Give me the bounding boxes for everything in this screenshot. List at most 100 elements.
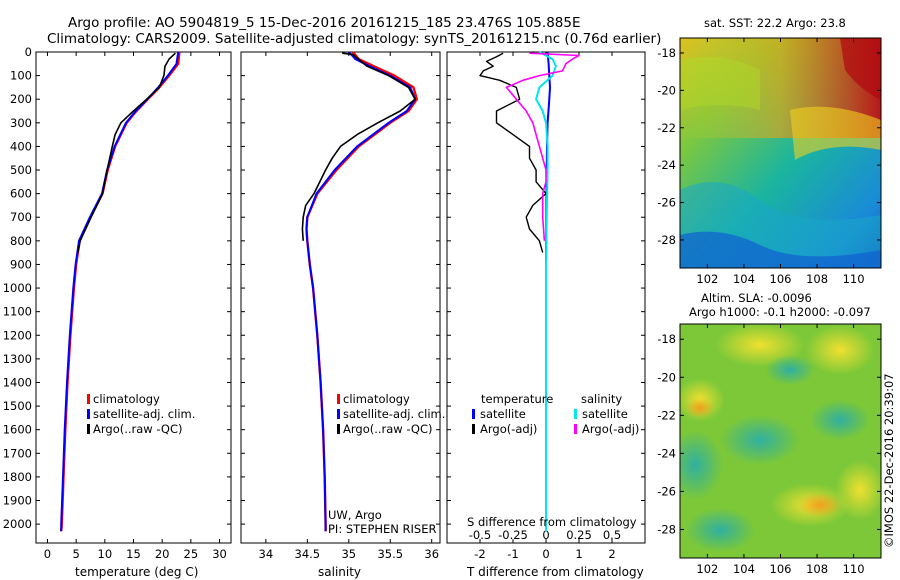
sla-map-title-2: Argo h1000: -0.1 h2000: -0.097 xyxy=(689,305,871,319)
temperature-plot-frame xyxy=(35,51,232,544)
difference-top-label: S difference from climatology xyxy=(467,515,637,529)
legend-marker-t-satellite xyxy=(472,409,475,419)
salinity-x-label: salinity xyxy=(318,565,361,579)
difference-legend: temperature salinity satellite Argo(-adj… xyxy=(472,392,639,436)
temperature-x-axis: 0 5 10 15 20 25 30 xyxy=(44,52,227,561)
map-y-tick-label: -22 xyxy=(657,121,676,135)
salinity-panel: 34 34.5 35 35.5 36 salinity climatology sate… xyxy=(240,51,445,579)
temperature-x-label: temperature (deg C) xyxy=(75,565,198,579)
y-tick-label: 1600 xyxy=(3,423,32,437)
x-tick-label: -2 xyxy=(474,547,485,561)
legend-label-argo: Argo(..raw -QC) xyxy=(93,422,183,436)
map-y-tick-label: -20 xyxy=(657,83,676,97)
y-tick-label: 2000 xyxy=(3,517,32,531)
sst-heatmap xyxy=(680,38,881,268)
y-tick-label: 600 xyxy=(10,187,32,201)
map-x-tick-label: 104 xyxy=(733,562,755,576)
series-line-t-argo-adj- xyxy=(479,52,547,253)
map-y-tick-label: -24 xyxy=(657,158,676,172)
y-tick-label: 1100 xyxy=(3,305,32,319)
sla-map-title-1: Altim. SLA: -0.0096 xyxy=(701,291,812,305)
series-line-satellite-adj-clim- xyxy=(305,51,417,532)
series-line-argo-raw-qc- xyxy=(77,52,176,253)
y-tick-label: 200 xyxy=(10,92,32,106)
salinity-legend: climatology satellite-adj. clim. Argo(..… xyxy=(337,392,445,436)
salinity-x-axis: 34 34.5 35 35.5 36 xyxy=(259,52,439,561)
y-tick-label: 300 xyxy=(10,116,32,130)
difference-series xyxy=(479,51,580,532)
imos-timestamp: ©IMOS 22-Dec-2016 20:39:07 xyxy=(882,373,896,548)
y-tick-label: 1900 xyxy=(3,494,32,508)
x-tick-label: 35 xyxy=(341,547,356,561)
map-y-tick-label: -28 xyxy=(657,233,676,247)
credit-line-1: UW, Argo xyxy=(328,508,382,522)
difference-y-ticks xyxy=(447,51,645,525)
x-tick-label: 34 xyxy=(259,547,274,561)
salinity-y-ticks xyxy=(241,51,440,525)
map-x-tick-label: 104 xyxy=(733,272,755,286)
legend-marker-s-satellite xyxy=(574,409,577,419)
y-tick-label: 1000 xyxy=(3,281,32,295)
salinity-series xyxy=(301,51,418,532)
map-x-tick-label: 110 xyxy=(843,272,865,286)
header-line-2: Climatology: CARS2009. Satellite-adjuste… xyxy=(47,31,661,47)
y-tick-label: 900 xyxy=(10,257,32,271)
map-y-tick-label: -24 xyxy=(657,446,676,460)
map-y-tick-label: -18 xyxy=(657,46,676,60)
x-tick-label: 2 xyxy=(608,547,615,561)
y-tick-label: 0 xyxy=(25,45,32,59)
y-tick-label: 700 xyxy=(10,210,32,224)
legend-marker-argo xyxy=(87,424,90,434)
y-tick-label: 100 xyxy=(10,69,32,83)
legend-marker-satellite-adj xyxy=(87,409,90,419)
y-tick-label: 1300 xyxy=(3,352,32,366)
map-y-tick-label: -26 xyxy=(657,484,676,498)
y-tick-label: 800 xyxy=(10,234,32,248)
temperature-series xyxy=(60,51,181,532)
map-x-tick-label: 106 xyxy=(770,562,792,576)
x-tick-label: 25 xyxy=(184,547,199,561)
credit-line-2: PI: STEPHEN RISER xyxy=(328,522,437,536)
x-tick-label: 5 xyxy=(72,547,79,561)
legend-label-satellite-adj: satellite-adj. clim. xyxy=(93,407,195,421)
map-x-tick-label: 102 xyxy=(696,272,718,286)
series-line-s-argo-adj- xyxy=(505,52,580,241)
top-tick-label: 0 xyxy=(542,528,549,542)
legend-label-argo: Argo(..raw -QC) xyxy=(343,422,433,436)
header-line-1: Argo profile: AO 5904819_5 15-Dec-2016 2… xyxy=(68,15,581,31)
legend-title-salinity: salinity xyxy=(581,392,622,406)
x-tick-label: 20 xyxy=(155,547,170,561)
x-tick-label: 10 xyxy=(98,547,113,561)
sla-map-panel: Altim. SLA: -0.0096 Argo h1000: -0.1 h20… xyxy=(657,291,882,576)
top-tick-label: -0.5 xyxy=(469,528,491,542)
top-tick-label: -0.25 xyxy=(498,528,528,542)
legend-marker-argo xyxy=(337,424,340,434)
difference-panel: -2 -1 0 1 2 -0.5 -0.25 0 0.25 0.5 T difference fr… xyxy=(446,51,646,579)
sla-heatmap xyxy=(680,324,881,558)
temperature-panel: 0100200300400500600700800900100011001200… xyxy=(3,45,232,579)
y-tick-label: 1500 xyxy=(3,399,32,413)
difference-x-axis: -2 -1 0 1 2 -0.5 -0.25 0 0.25 0.5 xyxy=(469,52,621,561)
y-tick-label: 1200 xyxy=(3,328,32,342)
map-x-tick-label: 110 xyxy=(843,562,865,576)
sla-map-axes: 102 104 106 108 110 -18 -20 -22 -24 -26 -28 xyxy=(657,324,881,576)
x-tick-label: 0 xyxy=(44,547,51,561)
map-y-tick-label: -28 xyxy=(657,522,676,536)
x-tick-label: 30 xyxy=(212,547,227,561)
sst-map-axes: 102 104 106 108 110 -18 -20 -22 -24 -26 -28 xyxy=(657,38,881,286)
map-x-tick-label: 106 xyxy=(770,272,792,286)
x-tick-label: 1 xyxy=(575,547,582,561)
legend-label-climatology: climatology xyxy=(343,392,410,406)
y-tick-label: 1700 xyxy=(3,446,32,460)
legend-marker-s-argo xyxy=(574,424,577,434)
temperature-legend: climatology satellite-adj. clim. Argo(..… xyxy=(87,392,195,436)
legend-marker-climatology xyxy=(87,394,90,404)
map-x-tick-label: 108 xyxy=(806,562,828,576)
legend-label-s-argo: Argo(-adj) xyxy=(582,422,639,436)
legend-label-s-satellite: satellite xyxy=(582,407,628,421)
x-tick-label: 36 xyxy=(424,547,439,561)
x-tick-label: 35.5 xyxy=(377,547,403,561)
legend-marker-satellite-adj xyxy=(337,409,340,419)
x-tick-label: -1 xyxy=(507,547,518,561)
